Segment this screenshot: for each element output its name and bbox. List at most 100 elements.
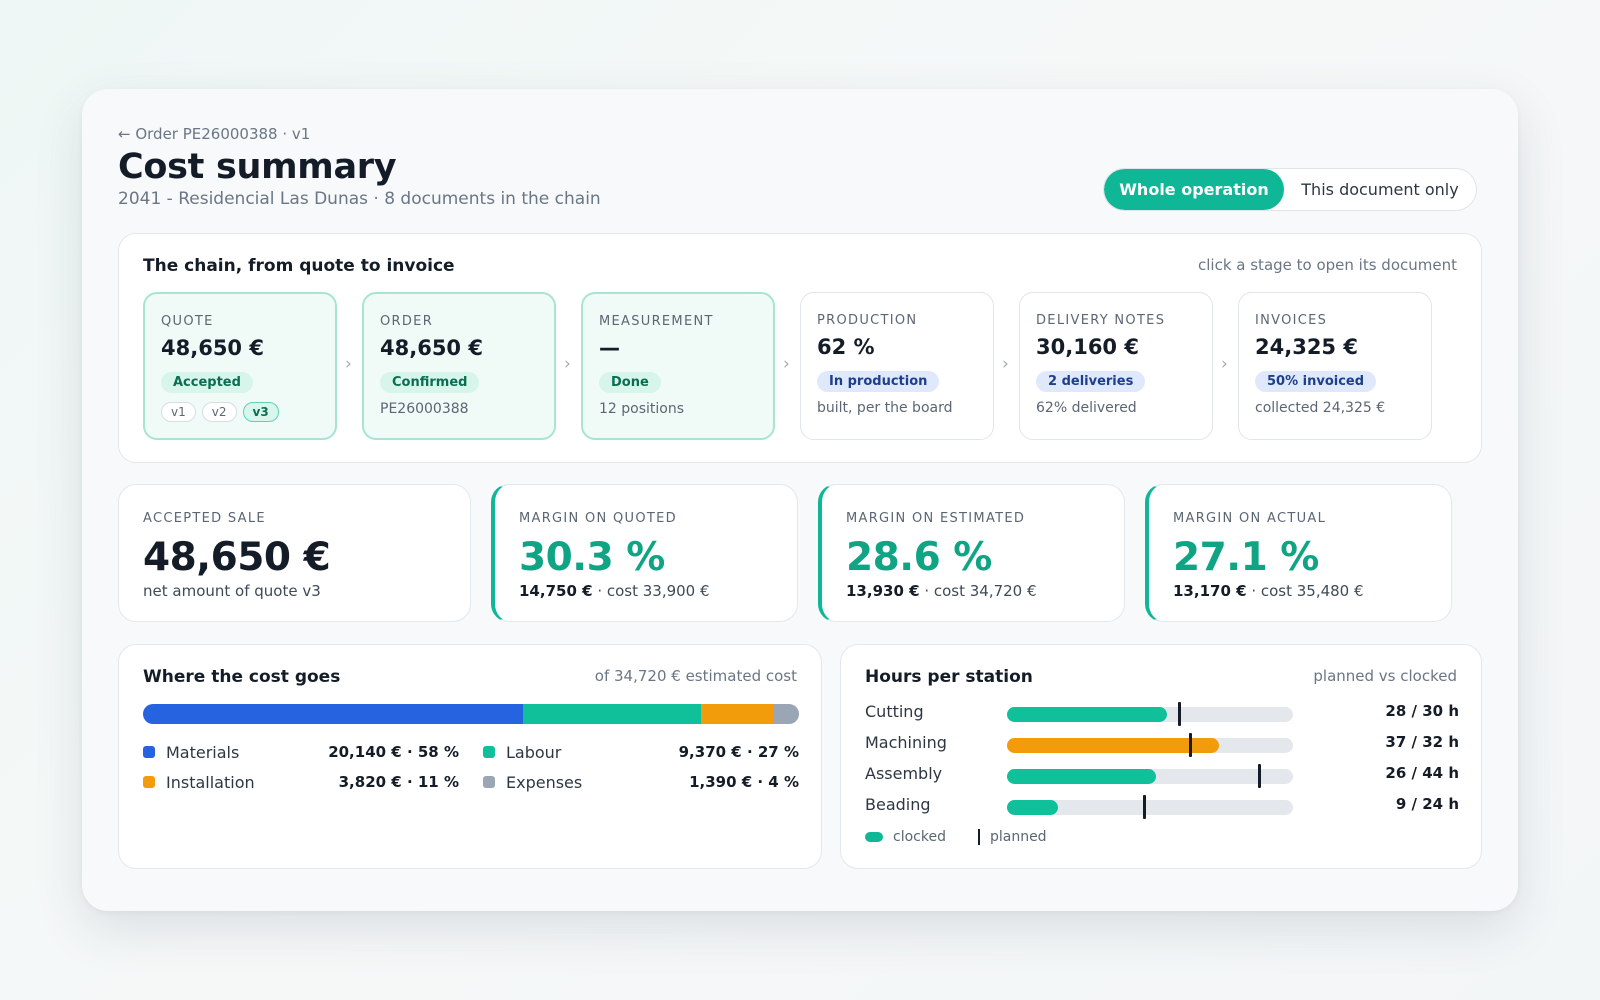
cost-legend-row: Installation 3,820 € · 11 % Expenses 1,3… bbox=[143, 771, 799, 793]
hours-track bbox=[1007, 733, 1293, 757]
stage-value: — bbox=[599, 336, 620, 360]
stage-delivery-notes[interactable]: DELIVERY NOTES 30,160 € 2 deliveries 62%… bbox=[1019, 292, 1213, 440]
stage-measurement[interactable]: MEASUREMENT — Done 12 positions bbox=[581, 292, 775, 440]
kpi-value: 30.3 % bbox=[519, 535, 665, 580]
legend-item-materials: Materials 20,140 € · 58 % bbox=[143, 741, 459, 763]
chevron-right-icon: › bbox=[564, 354, 571, 374]
stage-value: 48,650 € bbox=[161, 336, 264, 360]
hours-per-station-panel: Hours per station planned vs clocked Cut… bbox=[840, 644, 1482, 869]
clocked-swatch bbox=[865, 832, 883, 842]
legend-label: Installation bbox=[166, 772, 255, 792]
kpi-accepted-sale: ACCEPTED SALE 48,650 € net amount of quo… bbox=[118, 484, 471, 622]
legend-amount: 3,820 € · 11 % bbox=[338, 773, 459, 791]
scope-toggle: Whole operation This document only bbox=[1103, 168, 1477, 211]
stage-note: 62% delivered bbox=[1036, 400, 1137, 416]
version-chip-v2[interactable]: v2 bbox=[201, 402, 237, 422]
stage-order[interactable]: ORDER 48,650 € Confirmed PE26000388 bbox=[362, 292, 556, 440]
kpi-value: 28.6 % bbox=[846, 535, 992, 580]
kpi-value: 48,650 € bbox=[143, 535, 331, 580]
stage-value: 62 % bbox=[817, 335, 875, 359]
kpi-cost: · cost 35,480 € bbox=[1246, 582, 1364, 600]
station-row-assembly: Assembly 26 / 44 h bbox=[865, 764, 1459, 788]
stage-production[interactable]: PRODUCTION 62 % In production built, per… bbox=[800, 292, 994, 440]
status-badge: Accepted bbox=[161, 372, 253, 393]
kpi-label: MARGIN ON QUOTED bbox=[519, 511, 677, 526]
station-row-beading: Beading 9 / 24 h bbox=[865, 795, 1459, 819]
status-badge: Confirmed bbox=[380, 372, 480, 393]
legend-item-labour: Labour 9,370 € · 27 % bbox=[483, 741, 799, 763]
page-subtitle: 2041 - Residencial Las Dunas · 8 documen… bbox=[118, 189, 601, 209]
kpi-margin-amount: 13,170 € bbox=[1173, 582, 1247, 600]
status-badge: 50% invoiced bbox=[1255, 371, 1377, 392]
chain-hint: click a stage to open its document bbox=[1198, 256, 1457, 274]
back-link[interactable]: ← Order PE26000388 · v1 bbox=[118, 125, 311, 143]
planned-swatch bbox=[977, 829, 980, 845]
legend-item-expenses: Expenses 1,390 € · 4 % bbox=[483, 771, 799, 793]
cost-hint: of 34,720 € estimated cost bbox=[594, 667, 797, 685]
status-badge: In production bbox=[817, 371, 940, 392]
version-chip-v3[interactable]: v3 bbox=[242, 402, 279, 422]
station-name: Cutting bbox=[865, 702, 924, 721]
cost-segment-materials bbox=[143, 704, 524, 724]
stage-invoices[interactable]: INVOICES 24,325 € 50% invoiced collected… bbox=[1238, 292, 1432, 440]
stage-label: DELIVERY NOTES bbox=[1036, 313, 1166, 328]
status-badge: 2 deliveries bbox=[1036, 371, 1146, 392]
stage-note: PE26000388 bbox=[380, 401, 469, 417]
kpi-sub: 13,930 € · cost 34,720 € bbox=[846, 582, 1037, 600]
planned-marker bbox=[1177, 702, 1181, 726]
this-document-only-option[interactable]: This document only bbox=[1301, 180, 1459, 199]
station-name: Beading bbox=[865, 795, 931, 814]
stage-label: ORDER bbox=[380, 314, 434, 329]
whole-operation-option[interactable]: Whole operation bbox=[1104, 169, 1284, 210]
stage-value: 30,160 € bbox=[1036, 335, 1139, 359]
hours-track bbox=[1007, 702, 1293, 726]
chevron-right-icon: › bbox=[345, 354, 352, 374]
legend-swatch bbox=[143, 746, 155, 758]
chain-title: The chain, from quote to invoice bbox=[143, 256, 455, 276]
hours-value: 37 / 32 h bbox=[1385, 733, 1459, 751]
legend-label: Labour bbox=[506, 742, 562, 762]
kpi-margin-on-actual: MARGIN ON ACTUAL 27.1 % 13,170 € · cost … bbox=[1145, 484, 1452, 622]
legend-swatch bbox=[483, 776, 495, 788]
stage-label: PRODUCTION bbox=[817, 313, 918, 328]
stage-quote[interactable]: QUOTE 48,650 € Accepted v1 v2 v3 bbox=[143, 292, 337, 440]
version-chip-v1[interactable]: v1 bbox=[161, 402, 196, 422]
legend-amount: 9,370 € · 27 % bbox=[678, 743, 799, 761]
legend-planned-label: planned bbox=[989, 829, 1047, 845]
kpi-cost: · cost 34,720 € bbox=[919, 582, 1037, 600]
legend-amount: 20,140 € · 58 % bbox=[328, 743, 459, 761]
cost-breakdown-panel: Where the cost goes of 34,720 € estimate… bbox=[118, 644, 822, 869]
kpi-label: ACCEPTED SALE bbox=[143, 511, 266, 526]
kpi-margin-on-estimated: MARGIN ON ESTIMATED 28.6 % 13,930 € · co… bbox=[818, 484, 1125, 622]
station-row-cutting: Cutting 28 / 30 h bbox=[865, 702, 1459, 726]
kpi-label: MARGIN ON ESTIMATED bbox=[846, 511, 1026, 526]
kpi-label: MARGIN ON ACTUAL bbox=[1173, 511, 1327, 526]
legend-swatch bbox=[143, 776, 155, 788]
stage-label: QUOTE bbox=[161, 314, 214, 329]
hours-value: 9 / 24 h bbox=[1395, 795, 1459, 813]
kpi-sub: 14,750 € · cost 33,900 € bbox=[519, 582, 710, 600]
document-chain-panel: The chain, from quote to invoice click a… bbox=[118, 233, 1482, 463]
legend-clocked-label: clocked bbox=[893, 829, 946, 845]
cost-segment-installation bbox=[700, 704, 773, 724]
station-name: Assembly bbox=[865, 764, 943, 783]
version-selector: v1 v2 v3 bbox=[161, 402, 279, 422]
hours-legend: clocked planned bbox=[865, 829, 1047, 845]
cost-legend-row: Materials 20,140 € · 58 % Labour 9,370 €… bbox=[143, 741, 799, 763]
stage-value: 48,650 € bbox=[380, 336, 483, 360]
kpi-margin-amount: 13,930 € bbox=[846, 582, 920, 600]
kpi-margin-on-quoted: MARGIN ON QUOTED 30.3 % 14,750 € · cost … bbox=[491, 484, 798, 622]
planned-marker bbox=[1257, 764, 1261, 788]
chevron-right-icon: › bbox=[783, 354, 790, 374]
hours-value: 28 / 30 h bbox=[1385, 702, 1459, 720]
kpi-sub: net amount of quote v3 bbox=[143, 582, 321, 600]
status-badge: Done bbox=[599, 372, 661, 393]
cost-stacked-bar bbox=[143, 704, 799, 724]
planned-marker bbox=[1143, 795, 1147, 819]
stage-value: 24,325 € bbox=[1255, 335, 1358, 359]
clocked-bar bbox=[1007, 800, 1059, 815]
station-name: Machining bbox=[865, 733, 947, 752]
kpi-value: 27.1 % bbox=[1173, 535, 1319, 580]
legend-label: Materials bbox=[166, 742, 240, 762]
clocked-bar bbox=[1007, 769, 1156, 784]
